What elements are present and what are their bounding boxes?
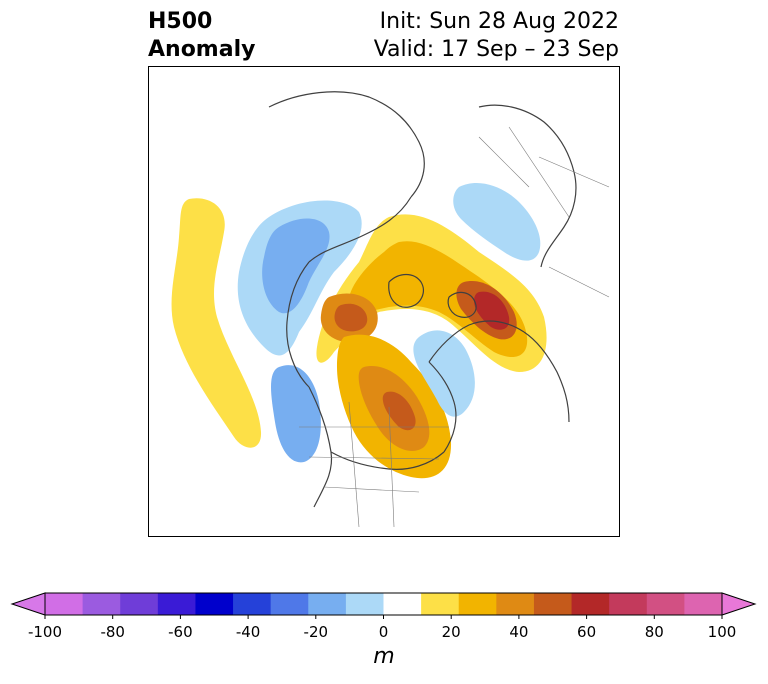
negative-anomaly-alaska-core <box>262 218 330 314</box>
colorbar-over-arrow <box>721 592 757 616</box>
colorbar-tick-label: -60 <box>168 623 193 641</box>
colorbar-bin <box>383 593 422 615</box>
coastlines <box>268 91 577 508</box>
negative-anomaly-europe-north <box>453 182 541 261</box>
positive-anomaly-canada-core <box>382 391 416 431</box>
colorbar-tick-label: -80 <box>100 623 125 641</box>
colorbar-bin <box>195 593 234 615</box>
colorbar-bin <box>157 593 196 615</box>
colorbar-tick-label: 0 <box>379 623 389 641</box>
valid-range: Valid: 17 Sep – 23 Sep <box>373 37 619 62</box>
colorbar-tick-label: 20 <box>442 623 461 641</box>
colorbar-bin <box>646 593 685 615</box>
init-date: Init: Sun 28 Aug 2022 <box>379 9 619 34</box>
positive-anomaly-siberia-max <box>474 291 510 330</box>
colorbar-bin <box>308 593 347 615</box>
colorbar-under-arrow <box>10 592 46 616</box>
colorbar-tick-label: 40 <box>509 623 528 641</box>
colorbar-graphic: -100 -80 -60 -40 -20 0 20 40 60 80 100 <box>10 592 757 641</box>
borders <box>299 126 610 528</box>
colorbar-tick-label: 60 <box>577 623 596 641</box>
colorbar-tick-label: 80 <box>645 623 664 641</box>
colorbar-bin <box>496 593 535 615</box>
colorbar-tick-label: -100 <box>28 623 62 641</box>
colorbar-bin <box>345 593 384 615</box>
map-title: H500 Anomaly <box>148 8 255 64</box>
negative-anomaly-greenland <box>413 330 475 417</box>
title-type: Anomaly <box>148 37 256 62</box>
colorbar: -100 -80 -60 -40 -20 0 20 40 60 80 100 <box>0 585 768 649</box>
colorbar-bin <box>458 593 497 615</box>
negative-anomaly-pacific-nw <box>271 365 321 463</box>
colorbar-bin <box>82 593 121 615</box>
colorbar-bin <box>45 593 84 615</box>
colorbar-tick-label: -40 <box>236 623 261 641</box>
positive-anomaly-beaufort-core <box>334 303 368 332</box>
colorbar-bin <box>421 593 460 615</box>
colorbar-bin <box>571 593 610 615</box>
positive-anomaly-pacific-band <box>171 198 262 448</box>
colorbar-unit: m <box>373 644 395 669</box>
colorbar-bin <box>533 593 573 615</box>
anomaly-map <box>171 91 610 528</box>
colorbar-bin <box>684 593 723 615</box>
map-panel <box>148 66 620 537</box>
colorbar-bin <box>609 593 648 615</box>
colorbar-bin <box>233 593 272 615</box>
map-dates: Init: Sun 28 Aug 2022 Valid: 17 Sep – 23… <box>374 8 619 64</box>
colorbar-bin <box>270 593 309 615</box>
colorbar-bin <box>120 593 159 615</box>
colorbar-tick-label: 100 <box>708 623 737 641</box>
colorbar-tick-label: -20 <box>304 623 329 641</box>
title-variable: H500 <box>148 9 213 34</box>
